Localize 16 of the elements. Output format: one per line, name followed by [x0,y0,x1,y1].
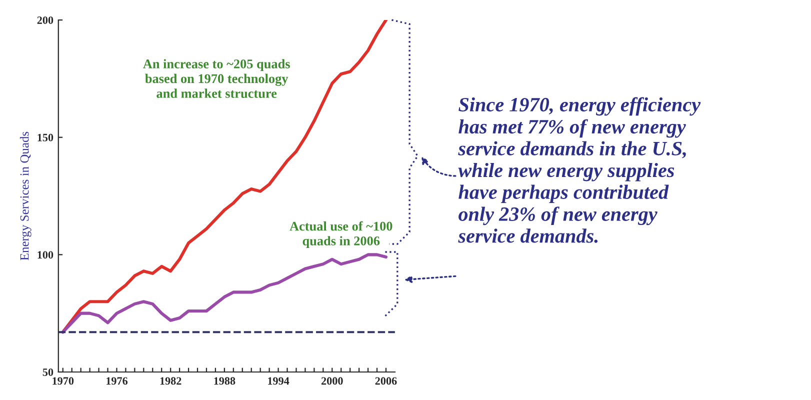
y-tick-label: 100 [38,251,54,259]
y-tick-label: 150 [38,134,54,142]
annotation: Actual use of ~100 quads in 2006 [290,221,392,248]
x-tick-label: 1970 [52,377,74,385]
line-series [61,253,388,334]
text: Since 1970, energy efficiency has met 77% of new energy service demands in the U.S, while new energy supplies have perhaps contributed only 23% of new energy service demands. [458,97,701,243]
x-tick-label: 1994 [268,377,290,385]
x-tick-label: 2006 [375,377,397,385]
y-axis-title: Energy Services in Quads [20,132,32,260]
x-tick-label: 2000 [321,377,343,385]
x-tick-label: 1976 [106,377,128,385]
x-tick-label: 1982 [160,377,182,385]
y-tick-label: 50 [42,368,54,376]
y-tick-label: 200 [37,16,54,24]
x-tick-label: 1988 [214,377,236,385]
annotation: An increase to ~205 quads based on 1970 technology and market structure [143,59,290,98]
